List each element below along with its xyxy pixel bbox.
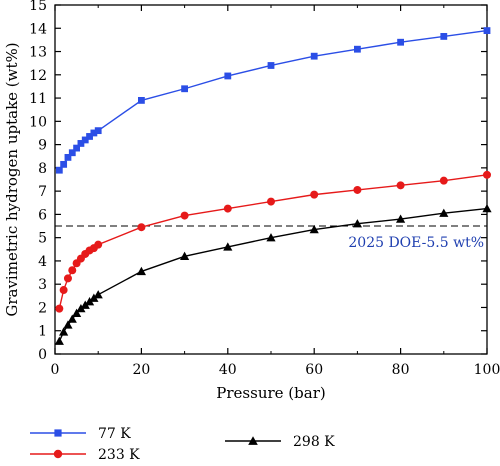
data-point — [439, 208, 449, 217]
data-point — [310, 52, 318, 60]
y-tick-label: 9 — [38, 138, 47, 154]
y-tick-label: 1 — [38, 324, 47, 340]
legend-marker — [54, 429, 62, 437]
data-point — [54, 336, 64, 345]
data-point — [138, 96, 145, 104]
data-point — [55, 304, 64, 313]
x-tick-label: 20 — [132, 362, 150, 378]
y-tick-label: 4 — [38, 254, 47, 270]
data-point — [483, 170, 491, 179]
data-point — [352, 219, 362, 228]
data-point — [136, 266, 146, 276]
x-tick-label: 100 — [474, 362, 500, 378]
y-tick-label: 5 — [38, 231, 47, 247]
data-point — [396, 181, 405, 190]
x-tick-label: 60 — [305, 362, 323, 378]
data-point — [68, 149, 76, 157]
plot-frame — [54, 4, 488, 355]
legend-label: 77 K — [98, 426, 131, 442]
y-tick-label: 12 — [29, 68, 47, 84]
data-point — [89, 293, 99, 302]
data-point — [63, 320, 73, 329]
y-tick-label: 13 — [29, 45, 47, 61]
data-point — [439, 176, 448, 185]
data-point — [180, 211, 189, 220]
data-point — [63, 274, 72, 283]
data-point — [59, 327, 69, 336]
data-point — [137, 223, 146, 232]
y-tick-label: 6 — [38, 207, 47, 223]
data-point — [59, 286, 68, 295]
data-point — [180, 251, 190, 260]
reference-line-label: 2025 DOE-5.5 wt% — [348, 235, 484, 251]
data-point — [482, 203, 492, 213]
data-point — [223, 242, 233, 251]
y-tick-label: 11 — [29, 91, 47, 107]
data-point — [266, 233, 276, 242]
series-3 — [54, 203, 492, 345]
data-point — [76, 304, 86, 313]
data-point — [93, 290, 103, 299]
data-point — [267, 62, 275, 69]
y-tick-label: 0 — [38, 347, 47, 363]
data-point — [310, 190, 319, 199]
y-tick-label: 2 — [38, 300, 47, 316]
data-point — [73, 144, 80, 152]
x-tick-label: 0 — [51, 362, 60, 378]
legend-label: 233 K — [98, 447, 140, 461]
data-point — [60, 160, 68, 168]
series-1 — [55, 27, 491, 174]
y-tick-label: 14 — [29, 21, 47, 37]
data-point — [90, 129, 98, 137]
y-tick-label: 7 — [38, 184, 47, 200]
data-point — [267, 197, 275, 206]
x-axis-title: Pressure (bar) — [216, 384, 325, 402]
data-point — [309, 224, 319, 234]
data-point — [440, 33, 448, 40]
data-point — [483, 27, 491, 34]
y-tick-label: 3 — [38, 277, 47, 293]
data-point — [64, 153, 72, 161]
data-point — [84, 297, 95, 306]
legend-marker — [53, 449, 63, 459]
y-axis-title: Gravimetric hydrogen uptake (wt%) — [3, 42, 21, 316]
data-point — [72, 308, 82, 317]
data-point — [94, 127, 102, 135]
legend-item-2: 233 K — [30, 447, 140, 463]
data-point — [224, 72, 232, 80]
data-point — [81, 136, 89, 144]
series-2 — [55, 170, 491, 313]
series-line — [58, 207, 488, 342]
y-tick-label: 8 — [38, 161, 47, 177]
x-tick-label: 40 — [219, 362, 237, 378]
legend: 77 K 233 K 298 K — [30, 426, 335, 463]
data-point — [397, 38, 404, 46]
data-point — [68, 266, 77, 275]
y-tick-label: 10 — [29, 114, 47, 130]
data-point — [353, 185, 362, 194]
data-point — [181, 85, 188, 93]
legend-label: 298 K — [293, 434, 335, 450]
data-point — [354, 45, 361, 53]
data-point — [223, 204, 232, 213]
legend-marker — [248, 436, 258, 445]
data-point — [86, 133, 93, 140]
y-tick-label: 15 — [29, 0, 47, 14]
data-point — [396, 214, 406, 223]
legend-item-1: 77 K — [30, 426, 131, 442]
data-point — [77, 140, 85, 147]
legend-item-3: 298 K — [225, 434, 335, 450]
data-point — [55, 166, 63, 174]
data-point — [80, 300, 90, 309]
data-point — [67, 314, 77, 323]
data-point — [94, 240, 103, 249]
series-line — [58, 29, 488, 171]
x-tick-label: 80 — [392, 362, 410, 378]
